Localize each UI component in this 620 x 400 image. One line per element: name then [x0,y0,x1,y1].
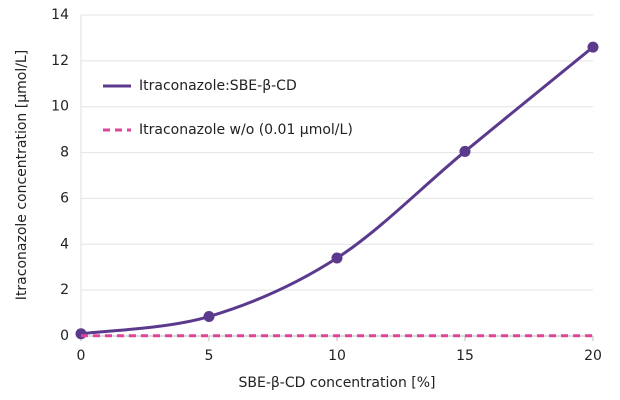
data-point [75,328,87,340]
y-tick-label: 6 [60,190,69,206]
x-tick-label: 20 [584,348,602,364]
x-axis-label: SBE-β-CD concentration [%] [238,375,435,391]
y-tick-label: 14 [51,7,69,23]
data-point [459,145,471,157]
data-point [331,252,343,264]
x-tick-label: 15 [456,348,474,364]
legend-label: Itraconazole:SBE-β-CD [139,78,297,94]
x-tick-label: 5 [205,348,214,364]
y-tick-label: 12 [51,53,69,69]
x-tick-label: 0 [77,348,86,364]
data-point [203,311,215,323]
y-tick-label: 4 [60,236,69,252]
y-tick-label: 2 [60,282,69,298]
y-tick-label: 10 [51,99,69,115]
y-tick-label: 8 [60,145,69,161]
y-axis-label: Itraconazole concentration [µmol/L] [14,50,30,300]
x-tick-label: 10 [328,348,346,364]
data-point [587,41,599,53]
y-tick-label: 0 [60,328,69,344]
legend-label: Itraconazole w/o (0.01 µmol/L) [139,122,353,138]
